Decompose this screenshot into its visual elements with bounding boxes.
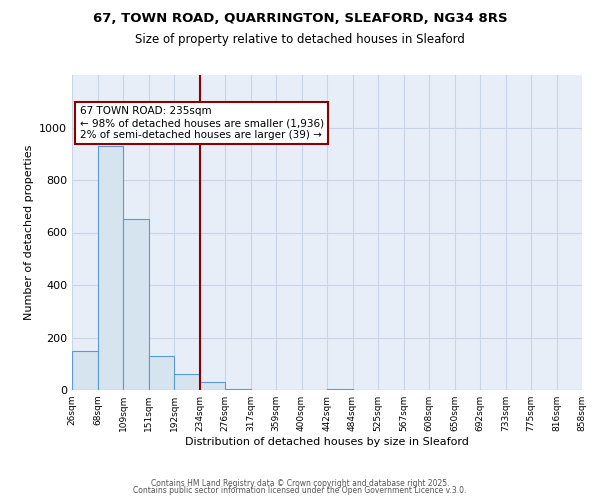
Bar xyxy=(72,350,97,390)
Bar xyxy=(199,382,225,390)
Bar xyxy=(174,374,199,390)
Text: 67, TOWN ROAD, QUARRINGTON, SLEAFORD, NG34 8RS: 67, TOWN ROAD, QUARRINGTON, SLEAFORD, NG… xyxy=(92,12,508,26)
Bar xyxy=(327,388,353,390)
Bar xyxy=(97,146,123,390)
Text: Contains public sector information licensed under the Open Government Licence v.: Contains public sector information licen… xyxy=(133,486,467,495)
Text: Size of property relative to detached houses in Sleaford: Size of property relative to detached ho… xyxy=(135,32,465,46)
Text: 67 TOWN ROAD: 235sqm
← 98% of detached houses are smaller (1,936)
2% of semi-det: 67 TOWN ROAD: 235sqm ← 98% of detached h… xyxy=(80,106,324,140)
X-axis label: Distribution of detached houses by size in Sleaford: Distribution of detached houses by size … xyxy=(185,437,469,447)
Bar xyxy=(149,356,174,390)
Bar xyxy=(225,388,251,390)
Y-axis label: Number of detached properties: Number of detached properties xyxy=(23,145,34,320)
Text: Contains HM Land Registry data © Crown copyright and database right 2025.: Contains HM Land Registry data © Crown c… xyxy=(151,478,449,488)
Bar xyxy=(123,220,149,390)
